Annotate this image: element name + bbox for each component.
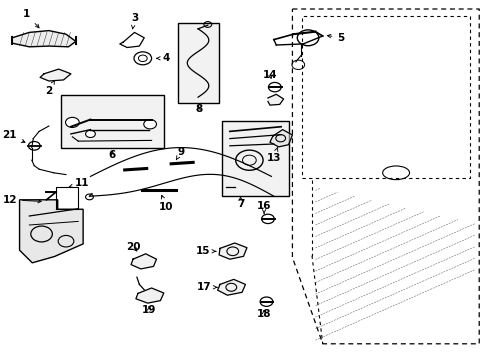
Text: 17: 17 (196, 282, 217, 292)
Text: 19: 19 (142, 305, 156, 315)
Text: 3: 3 (131, 13, 138, 29)
Text: 14: 14 (263, 70, 277, 80)
Circle shape (297, 30, 318, 46)
Text: 18: 18 (256, 309, 271, 319)
Polygon shape (12, 31, 76, 47)
Text: 6: 6 (109, 150, 116, 160)
Text: 15: 15 (195, 246, 215, 256)
Circle shape (28, 141, 40, 150)
Text: 4: 4 (157, 53, 170, 63)
Polygon shape (40, 69, 71, 81)
Circle shape (143, 120, 156, 129)
Text: 7: 7 (236, 197, 244, 210)
Circle shape (134, 52, 151, 65)
Circle shape (85, 130, 95, 138)
FancyBboxPatch shape (222, 121, 288, 196)
Polygon shape (136, 288, 163, 303)
Text: 12: 12 (2, 195, 41, 205)
Text: 2: 2 (45, 80, 54, 96)
Polygon shape (269, 130, 292, 147)
Text: 1: 1 (23, 9, 39, 28)
Circle shape (260, 297, 272, 306)
Text: 11: 11 (69, 178, 89, 188)
Text: 5: 5 (327, 33, 344, 43)
Polygon shape (131, 254, 156, 269)
Circle shape (268, 82, 281, 92)
Text: 9: 9 (176, 147, 184, 160)
Text: 16: 16 (256, 201, 271, 214)
Circle shape (261, 214, 274, 224)
Text: 13: 13 (266, 147, 281, 163)
Text: 8: 8 (195, 104, 202, 114)
Text: 10: 10 (159, 195, 173, 212)
Polygon shape (219, 243, 246, 259)
Polygon shape (217, 279, 245, 295)
Text: 20: 20 (125, 242, 140, 252)
FancyBboxPatch shape (61, 95, 163, 148)
Circle shape (65, 117, 79, 127)
Polygon shape (267, 94, 283, 105)
FancyBboxPatch shape (178, 23, 218, 103)
Text: 21: 21 (2, 130, 25, 143)
Polygon shape (20, 200, 83, 263)
